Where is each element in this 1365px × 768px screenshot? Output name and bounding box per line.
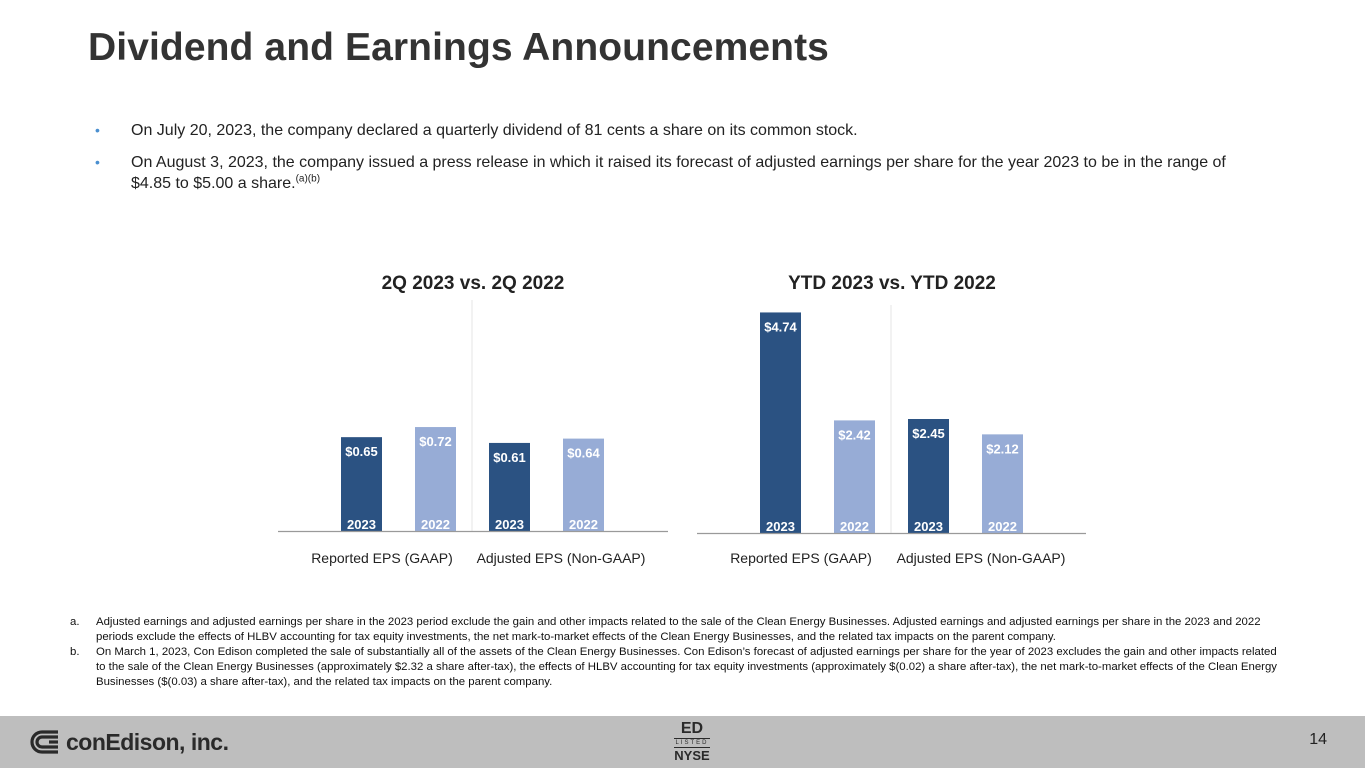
page-number: 14 xyxy=(1309,731,1327,748)
bar-year-label: 2022 xyxy=(988,519,1017,534)
con-edison-logo-icon xyxy=(30,730,58,754)
bar-value-label: $0.65 xyxy=(345,444,378,459)
bar-2022-adjusted xyxy=(563,438,604,531)
bar-2022-reported xyxy=(834,420,875,533)
category-label: Reported EPS (GAAP) xyxy=(311,550,453,566)
footnote-a: a. Adjusted earnings and adjusted earnin… xyxy=(70,615,1285,645)
bar-value-label: $0.64 xyxy=(567,446,600,461)
bullet-dot-icon: • xyxy=(95,154,100,170)
category-label: Adjusted EPS (Non-GAAP) xyxy=(476,550,646,566)
footnote-b: b. On March 1, 2023, Con Edison complete… xyxy=(70,645,1285,690)
bar-year-label: 2023 xyxy=(766,519,795,534)
bar-2023-reported xyxy=(760,312,801,533)
bullet-dot-icon: • xyxy=(95,122,100,138)
nyse-listed-badge: ED LISTED NYSE xyxy=(668,721,716,763)
footnote-label: a. xyxy=(70,616,80,628)
bar-year-label: 2022 xyxy=(840,519,869,534)
bar-year-label: 2023 xyxy=(914,519,943,534)
footnote-reference: (a)(b) xyxy=(295,173,321,185)
footnotes: a. Adjusted earnings and adjusted earnin… xyxy=(70,615,1285,690)
bar-2022-reported xyxy=(415,427,456,531)
category-label: Reported EPS (GAAP) xyxy=(730,550,872,566)
bullet-text: On July 20, 2023, the company declared a… xyxy=(131,122,858,139)
page-title: Dividend and Earnings Announcements xyxy=(88,26,829,69)
bullet-item: • On August 3, 2023, the company issued … xyxy=(95,152,1255,194)
bar-2023-adjusted xyxy=(489,442,530,531)
bar-value-label: $2.45 xyxy=(912,426,945,441)
bar-2023-adjusted xyxy=(908,419,949,533)
footnote-text: On March 1, 2023, Con Edison completed t… xyxy=(96,646,1277,688)
bullet-item: • On July 20, 2023, the company declared… xyxy=(95,120,1255,141)
chart-title-ytd: YTD 2023 vs. YTD 2022 xyxy=(788,273,996,294)
exchange-name: NYSE xyxy=(674,748,710,763)
bar-2023-reported xyxy=(341,437,382,531)
bar-value-label: $0.72 xyxy=(419,434,452,449)
footer-bar: conEdison, inc. ED LISTED NYSE 14 xyxy=(0,716,1365,768)
chart-title-2q: 2Q 2023 vs. 2Q 2022 xyxy=(381,273,565,294)
bar-2022-adjusted xyxy=(982,434,1023,533)
bar-value-label: $2.12 xyxy=(986,441,1019,456)
bullet-list: • On July 20, 2023, the company declared… xyxy=(95,120,1255,205)
eps-charts: $0.65 2023 $0.61 2023 $0.72 2022 $0.64 2022 $4.7… xyxy=(278,300,1086,535)
bar-year-label: 2023 xyxy=(347,517,376,532)
footnote-text: Adjusted earnings and adjusted earnings … xyxy=(96,616,1261,643)
bar-value-label: $0.61 xyxy=(493,450,526,465)
bar-year-label: 2022 xyxy=(569,517,598,532)
ticker-symbol: ED xyxy=(680,720,704,737)
bar-year-label: 2023 xyxy=(495,517,524,532)
listed-text: LISTED xyxy=(674,738,710,748)
bar-value-label: $2.42 xyxy=(838,427,871,442)
company-logo: conEdison, inc. xyxy=(30,728,229,756)
footnote-label: b. xyxy=(70,646,80,658)
bar-year-label: 2022 xyxy=(421,517,450,532)
bullet-text: On August 3, 2023, the company issued a … xyxy=(131,154,1226,192)
logo-text: conEdison, inc. xyxy=(66,728,229,755)
bar-value-label: $4.74 xyxy=(764,319,797,334)
category-label: Adjusted EPS (Non-GAAP) xyxy=(896,550,1066,566)
